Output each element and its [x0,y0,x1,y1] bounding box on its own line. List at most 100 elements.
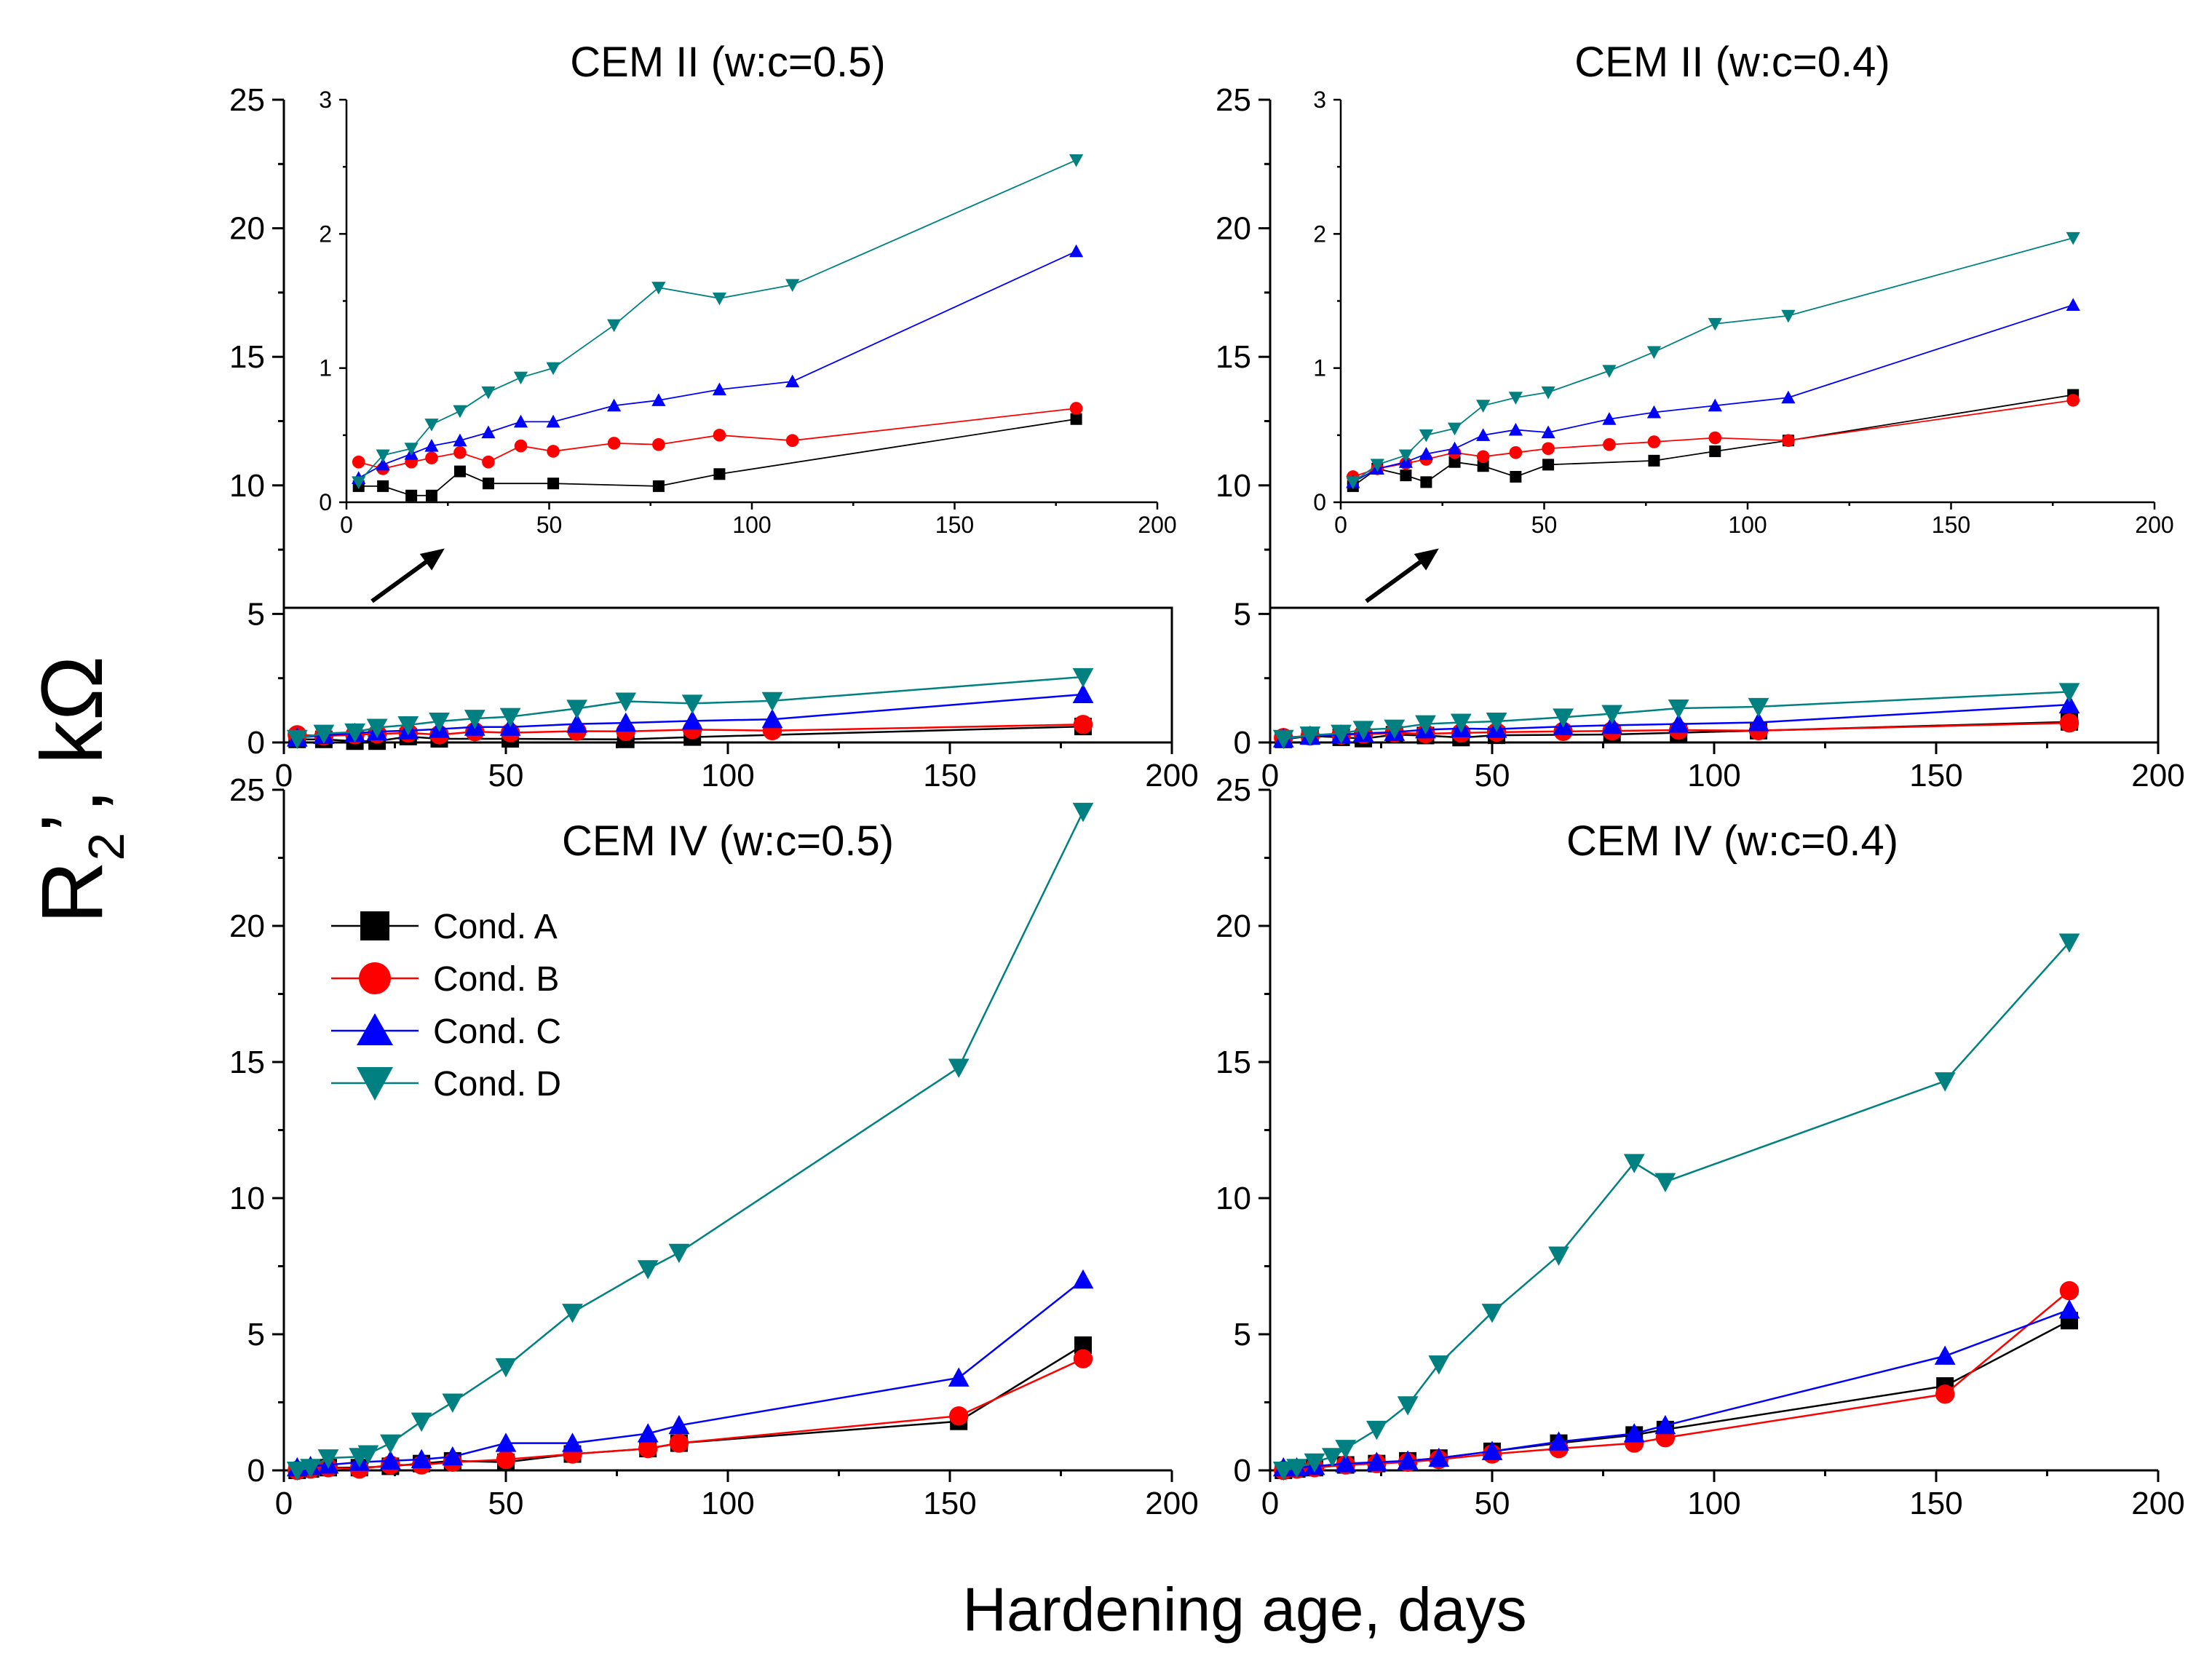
panel-cem-ii-w-c-0-4-inset-cond-d-point [1508,392,1523,405]
panel-cem-iv-w-c-0-4-cond-c-point [2058,1299,2080,1319]
panel-cem-ii-w-c-0-4-inset-y-tick-label: 3 [1313,87,1326,113]
panel-cem-ii-w-c-0-4-main-cond-c-point [2058,694,2080,714]
panel-cem-ii-w-c-0-5-inset-cond-b-point [453,445,467,459]
panel-cem-ii-w-c-0-5-inset-cond-b-point [1069,402,1083,415]
panel-cem-ii-w-c-0-5-inset-cond-d-point [546,362,560,376]
panel-cem-ii-w-c-0-4-x-tick-label: 50 [1475,758,1510,793]
panel-cem-ii-w-c-0-5-inset-x-tick-label: 50 [536,512,563,538]
legend-label-cond-a: Cond. A [433,908,558,946]
panel-cem-ii-w-c-0-5-zoom-box [282,606,1173,744]
panel-cem-ii-w-c-0-4-main-cond-d-point [1352,721,1374,740]
panel-cem-iv-w-c-0-5-cond-d-point [442,1393,464,1413]
panel-cem-ii-w-c-0-4-inset-cond-d-point [1708,317,1722,331]
panel-cem-ii-w-c-0-4-inset-cond-b-point [1647,435,1661,448]
panel-cem-ii-w-c-0-5-x-tick-label: 150 [923,758,976,793]
panel-cem-ii-w-c-0-4-title: CEM II (w:c=0.4) [1574,39,1890,86]
panel-cem-ii-w-c-0-5-main-cond-d-point [615,692,637,712]
panel-cem-ii-w-c-0-5-x-tick-label: 100 [701,758,754,793]
panel-cem-ii-w-c-0-4-main-cond-d-point [1415,715,1436,734]
panel-cem-iv-w-c-0-4-cond-d-point [1934,1072,1956,1092]
panel-cem-iv-w-c-0-4-cond-c-point [1366,1451,1387,1471]
panel-cem-ii-w-c-0-5-y-tick-label: 25 [229,82,265,118]
panel-cem-ii-w-c-0-4-inset-x-tick-label: 150 [1932,512,1970,538]
panel-cem-iv-w-c-0-4-y-tick-label: 20 [1216,908,1251,944]
panel-cem-ii-w-c-0-5-x-tick-label: 200 [1145,758,1198,793]
panel-cem-ii-w-c-0-4-inset-cond-b-point [1509,445,1523,459]
panel-cem-iv-w-c-0-4-cond-d-point [1304,1453,1325,1473]
legend-item-cond-b: Cond. B [331,960,559,999]
panel-cem-ii-w-c-0-5-main-cond-d-point [1072,667,1094,688]
y-axis-title-sub: 2 [78,833,135,861]
panel-cem-ii-w-c-0-4-inset-cond-d-point [1781,309,1796,323]
panel-cem-iv-w-c-0-5: 0 50 100 150 200 0 5 10 15 20 25 CEM IV (w:c=0.5) [229,772,1199,1521]
panel-cem-ii-w-c-0-5-inset-cond-a-point [652,480,665,492]
panel-cem-ii-w-c-0-4-inset-cond-d-point [1447,422,1462,436]
panel-cem-iv-w-c-0-4-cond-d-point [1397,1396,1419,1416]
panel-cem-ii-w-c-0-5-main-cond-d-point [366,718,388,738]
panel-cem-iv-w-c-0-4-x-tick-label: 100 [1687,1486,1740,1521]
panel-cem-iv-w-c-0-4-title: CEM IV (w:c=0.4) [1566,817,1898,865]
panel-cem-ii-w-c-0-5-inset-cond-a-point [425,489,437,502]
legend-item-cond-a: Cond. A [331,908,558,946]
panel-cem-iv-w-c-0-5-cond-c-point [411,1449,432,1469]
panel-cem-ii-w-c-0-5-inset-cond-c-point [376,457,390,471]
panel-cem-ii-w-c-0-4: 0 5 10 15 20 25 0 50 100 150 200 0 50 100 150 200 0 1 2 3 CE… [1216,39,2185,793]
panel-cem-ii-w-c-0-4-x-tick-label: 200 [2131,758,2184,793]
panel-cem-ii-w-c-0-5-inset-x-tick-label: 0 [340,512,353,538]
panel-cem-ii-w-c-0-4-inset-cond-c-point [1602,412,1617,425]
panel-cem-iv-w-c-0-5-y-tick-label: 5 [247,1317,265,1352]
panel-cem-ii-w-c-0-4-inset-cond-c-point [1708,398,1722,412]
panel-cem-ii-w-c-0-4-main-cond-d-point [1553,708,1574,728]
legend-marker-square [360,911,389,940]
panel-cem-ii-w-c-0-5-inset-cond-d-point [424,419,439,432]
panel-cem-ii-w-c-0-5-inset-cond-c-point [651,393,666,406]
panel-cem-ii-w-c-0-5-inset-cond-b-point [547,445,560,458]
panel-cem-ii-w-c-0-4-zoom-arrow-head [1414,548,1439,571]
panel-cem-iv-w-c-0-4-cond-d-point [1623,1154,1645,1173]
panel-cem-ii-w-c-0-5-inset-cond-b-point [425,451,438,464]
panel-cem-ii-w-c-0-5-inset-cond-a-point [713,468,726,480]
panel-cem-iv-w-c-0-4-cond-c-point [1397,1450,1419,1470]
panel-cem-iv-w-c-0-5-cond-d-line [297,811,1085,1472]
panel-cem-ii-w-c-0-5-inset-cond-a-line [358,418,1077,496]
panel-cem-ii-w-c-0-4-inset-cond-d-point [1370,459,1384,472]
panel-cem-ii-w-c-0-5-main-cond-c-point [1072,684,1094,703]
panel-cem-ii-w-c-0-5-main-cond-c-point [681,710,703,730]
panel-cem-ii-w-c-0-4-main-cond-d-point [1748,697,1769,718]
panel-cem-ii-w-c-0-4-main-cond-d-point [1601,705,1623,724]
panel-cem-iv-w-c-0-4-y-tick-label: 10 [1216,1181,1251,1216]
panel-cem-ii-w-c-0-5-inset-cond-b-point [607,437,621,450]
panel-cem-iv-w-c-0-4-y-tick-label: 15 [1216,1045,1251,1080]
panel-cem-ii-w-c-0-4-y-tick-label: 10 [1216,468,1251,504]
panel-cem-ii-w-c-0-5-x-tick-label: 50 [488,758,524,793]
panel-cem-iv-w-c-0-4: 0 50 100 150 200 0 5 10 15 20 25 CEM IV (w:c=0.4) [1216,772,2185,1521]
panel-cem-ii-w-c-0-4-inset-cond-b-point [1603,437,1616,451]
y-axis-title-main: R [23,861,121,924]
panel-cem-ii-w-c-0-5-inset-cond-c-point [453,433,467,447]
panel-cem-iv-w-c-0-5-cond-c-point [1072,1269,1094,1289]
panel-cem-ii-w-c-0-5-inset-cond-d-point [1069,154,1084,167]
panel-cem-ii-w-c-0-5-inset-cond-c-point [1069,244,1084,258]
panel-cem-iv-w-c-0-5-cond-b-point [1073,1349,1093,1368]
panel-cem-ii-w-c-0-4-main-cond-d-point [2058,683,2080,702]
panel-cem-iv-w-c-0-4-cond-d-point [1654,1173,1676,1192]
panel-cem-ii-w-c-0-4-inset-cond-a-point [1400,469,1412,482]
panel-cem-ii-w-c-0-4-y-tick-label: 5 [1234,596,1251,632]
panel-cem-ii-w-c-0-4-inset-cond-c-point [1781,390,1796,404]
panel-cem-iv-w-c-0-5-y-tick-label: 25 [229,772,265,808]
panel-cem-ii-w-c-0-5: 0 5 10 15 20 25 0 50 100 150 200 0 50 100 150 200 0 1 2 3 CE… [229,39,1199,793]
panel-cem-ii-w-c-0-4-y-tick-label: 20 [1216,211,1251,247]
panel-cem-ii-w-c-0-5-main-cond-a-line [297,725,1084,742]
panel-cem-ii-w-c-0-4-main-cond-b-point [2059,713,2080,733]
panel-cem-ii-w-c-0-5-main-cond-d-point [313,724,335,745]
panel-cem-ii-w-c-0-5-y-tick-label: 10 [229,468,265,504]
panel-cem-ii-w-c-0-4-y-tick-label: 0 [1234,725,1251,761]
legend-marker-triangle-down [357,1067,393,1101]
panel-cem-ii-w-c-0-4-inset: 0 50 100 150 200 0 1 2 3 [1313,87,2173,538]
panel-cem-ii-w-c-0-4-inset-cond-c-point [1541,425,1555,439]
panel-cem-iv-w-c-0-5-x-tick-label: 150 [923,1486,976,1521]
panel-cem-ii-w-c-0-4-x-tick-label: 150 [1909,758,1962,793]
panel-cem-iv-w-c-0-5-cond-c-point [948,1367,970,1387]
panel-cem-ii-w-c-0-4-inset-x-tick-label: 0 [1334,512,1347,538]
panel-cem-ii-w-c-0-5-zoom-arrow-head [419,548,445,571]
